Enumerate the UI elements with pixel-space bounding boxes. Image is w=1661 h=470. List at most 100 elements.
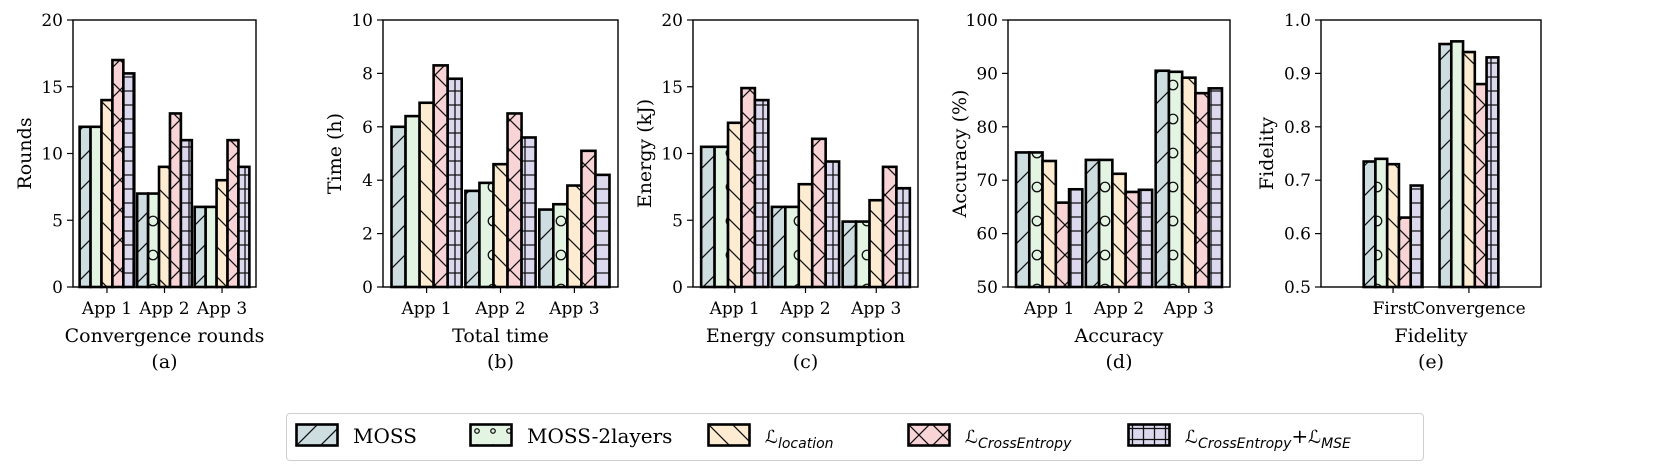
bar-MOSS-2layers-3 — [552, 202, 569, 289]
bar-MOSS-3 — [537, 208, 555, 289]
legend-label: MOSS-2layers — [527, 424, 673, 448]
y-tick-label: 0 — [52, 278, 63, 298]
bar-MOSS-2layers-1 — [713, 145, 730, 289]
legend-label: ℒlocation — [765, 427, 834, 452]
y-tick-label: 10 — [351, 11, 373, 31]
bar-MOSS-1 — [390, 125, 407, 289]
x-tick-label: App 1 — [1023, 299, 1074, 319]
legend: MOSS MOSS-2layers ℒlocation ℒCrossEntropy ℒC… — [286, 413, 1424, 461]
x-axis-label: Total time — [452, 325, 549, 347]
bar-MOSS-2 — [770, 205, 787, 289]
bar-MOSS-2 — [135, 192, 150, 289]
x-axis-label: Energy consumption — [706, 325, 905, 347]
bar-CrossEntropy-3 — [226, 138, 240, 289]
bar-CrossEntropyMSE-2 — [1485, 56, 1500, 289]
x-tick-label: App 3 — [196, 299, 247, 319]
x-tick-label: First — [1373, 299, 1414, 319]
y-tick-label: 0.5 — [1284, 278, 1311, 298]
x-tick-label: App 2 — [138, 299, 189, 319]
bar-location-2 — [157, 165, 172, 289]
bar-CrossEntropyMSE-1 — [1409, 184, 1424, 289]
x-tick-label: App 1 — [400, 299, 451, 319]
legend-label: ℒCrossEntropy — [965, 427, 1072, 452]
chart-panel-3: 0 5 10 15 20 App 1 App 2 App 3 Energy consumptio… — [634, 11, 919, 373]
bar-MOSS-1 — [699, 145, 716, 289]
bar-location-3 — [868, 198, 885, 289]
y-tick-label: 15 — [41, 78, 63, 98]
bar-location-2 — [1461, 50, 1477, 289]
bar-location-2 — [797, 182, 814, 289]
x-tick-label: App 1 — [81, 299, 132, 319]
bar-CrossEntropy-1 — [1397, 216, 1413, 289]
bar-location-1 — [418, 101, 435, 289]
y-tick-label: 5 — [672, 211, 683, 231]
bar-location-1 — [726, 121, 743, 289]
x-axis-label: Accuracy — [1073, 325, 1163, 347]
x-axis-label: Convergence rounds — [65, 325, 265, 347]
bar-MOSS-3 — [193, 205, 207, 289]
bar-location-3 — [566, 184, 583, 289]
bar-CrossEntropy-1 — [740, 86, 757, 289]
bar-CrossEntropy-3 — [1194, 91, 1210, 289]
y-tick-label: 60 — [976, 225, 998, 245]
y-tick-label: 2 — [362, 225, 373, 245]
x-tick-label: App 1 — [709, 299, 760, 319]
y-tick-label: 0 — [672, 278, 683, 298]
y-tick-label: 15 — [661, 78, 683, 98]
bar-CrossEntropy-2 — [506, 112, 523, 289]
bar-MOSS-2layers-1 — [1027, 151, 1044, 289]
bar-MOSS-1 — [1014, 151, 1031, 289]
bar-location-1 — [100, 98, 114, 289]
bar-CrossEntropyMSE-1 — [753, 98, 770, 289]
y-axis-label: Fidelity — [1256, 117, 1278, 190]
y-tick-label: 70 — [976, 171, 998, 191]
y-tick-label: 90 — [976, 64, 998, 84]
x-tick-label: App 2 — [779, 299, 830, 319]
axes-frame — [1320, 19, 1542, 288]
bar-MOSS-2layers-3 — [1167, 70, 1184, 289]
bar-CrossEntropy-2 — [810, 137, 827, 289]
y-tick-label: 8 — [362, 64, 373, 84]
panel-label: (c) — [793, 351, 818, 373]
bar-CrossEntropy-3 — [580, 149, 597, 289]
chart-panel-2: 0 2 4 6 8 10 App 1 App 2 App 3 Total time (b) Time … — [324, 11, 619, 373]
y-tick-label: 100 — [966, 11, 998, 31]
y-tick-label: 20 — [41, 11, 63, 31]
y-tick-label: 80 — [976, 118, 998, 138]
panel-label: (d) — [1106, 351, 1133, 373]
bar-MOSS-2layers-2 — [146, 192, 161, 289]
bar-CrossEntropy-3 — [881, 165, 898, 289]
bar-MOSS-2layers-3 — [204, 205, 218, 289]
y-tick-label: 20 — [661, 11, 683, 31]
y-tick-label: 0 — [362, 278, 373, 298]
bar-CrossEntropyMSE-2 — [1137, 188, 1154, 289]
y-tick-label: 50 — [976, 278, 998, 298]
y-tick-label: 5 — [52, 211, 63, 231]
bar-MOSS-2layers-2 — [478, 181, 495, 289]
y-axis-label: Rounds — [14, 117, 36, 189]
bar-MOSS-2layers-1 — [1374, 157, 1389, 289]
bar-location-1 — [1385, 162, 1401, 289]
bar-CrossEntropy-2 — [168, 112, 183, 289]
x-tick-label: App 3 — [850, 299, 901, 319]
legend-swatch — [1127, 423, 1171, 447]
bar-CrossEntropyMSE-3 — [594, 173, 611, 289]
bar-MOSS-3 — [841, 220, 858, 289]
y-tick-label: 10 — [41, 145, 63, 165]
y-axis-label: Energy (kJ) — [634, 99, 656, 208]
bar-location-2 — [492, 162, 509, 289]
bar-MOSS-1 — [1362, 160, 1377, 289]
bar-CrossEntropyMSE-1 — [1067, 187, 1084, 289]
legend-swatch — [907, 423, 951, 447]
bar-location-3 — [1180, 76, 1197, 289]
bar-MOSS-2layers-2 — [1097, 158, 1114, 289]
bar-CrossEntropyMSE-3 — [237, 165, 251, 289]
y-tick-label: 0.7 — [1284, 171, 1311, 191]
bar-CrossEntropyMSE-2 — [520, 136, 537, 289]
bar-MOSS-2 — [464, 189, 481, 289]
bar-CrossEntropy-2 — [1124, 190, 1141, 289]
bar-MOSS-3 — [1154, 69, 1171, 289]
